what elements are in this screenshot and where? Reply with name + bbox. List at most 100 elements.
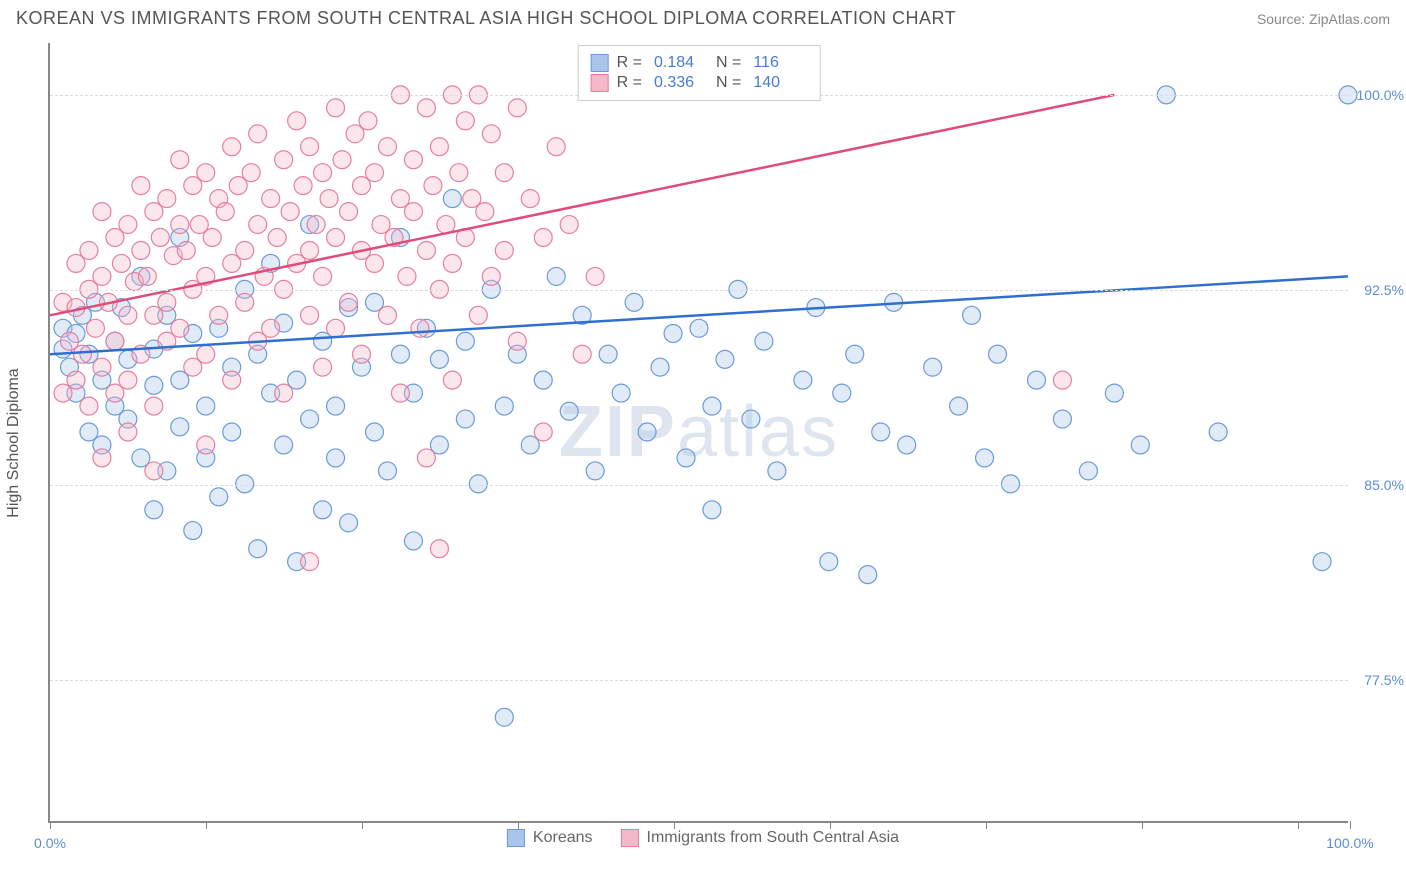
x-tick <box>830 821 831 829</box>
scatter-point <box>443 371 461 389</box>
scatter-point <box>242 164 260 182</box>
scatter-point <box>547 138 565 156</box>
scatter-point <box>404 203 422 221</box>
scatter-point <box>469 306 487 324</box>
scatter-point <box>112 254 130 272</box>
scatter-point <box>366 254 384 272</box>
scatter-point <box>80 397 98 415</box>
scatter-point <box>119 423 137 441</box>
scatter-point <box>755 332 773 350</box>
scatter-point <box>976 449 994 467</box>
scatter-point <box>158 190 176 208</box>
scatter-point <box>411 319 429 337</box>
scatter-point <box>846 345 864 363</box>
legend-swatch-1 <box>591 54 609 72</box>
legend-row-series-2: R = 0.336 N = 140 <box>591 74 808 92</box>
scatter-point <box>443 190 461 208</box>
plot-svg <box>50 43 1348 821</box>
scatter-point <box>404 532 422 550</box>
scatter-point <box>197 164 215 182</box>
scatter-point <box>872 423 890 441</box>
scatter-point <box>495 397 513 415</box>
x-tick <box>206 821 207 829</box>
scatter-point <box>327 397 345 415</box>
scatter-point <box>366 423 384 441</box>
scatter-point <box>236 293 254 311</box>
scatter-point <box>223 423 241 441</box>
scatter-point <box>521 190 539 208</box>
scatter-point <box>294 177 312 195</box>
legend-bottom-swatch-2 <box>621 829 639 847</box>
scatter-point <box>612 384 630 402</box>
scatter-point <box>106 332 124 350</box>
scatter-point <box>508 332 526 350</box>
scatter-point <box>145 397 163 415</box>
scatter-point <box>275 436 293 454</box>
scatter-point <box>450 164 468 182</box>
scatter-point <box>586 462 604 480</box>
scatter-point <box>268 229 286 247</box>
x-tick-label: 100.0% <box>1326 835 1373 851</box>
legend-bottom-swatch-1 <box>507 829 525 847</box>
scatter-point <box>93 203 111 221</box>
scatter-point <box>1053 371 1071 389</box>
scatter-point <box>508 99 526 117</box>
scatter-point <box>417 241 435 259</box>
scatter-point <box>145 462 163 480</box>
scatter-point <box>1131 436 1149 454</box>
scatter-point <box>307 216 325 234</box>
legend-n-value-1: 116 <box>753 54 807 72</box>
y-axis-label: High School Diploma <box>5 368 23 517</box>
scatter-point <box>1002 475 1020 493</box>
scatter-point <box>327 229 345 247</box>
scatter-point <box>301 410 319 428</box>
scatter-point <box>275 384 293 402</box>
gridline <box>50 680 1348 681</box>
legend-swatch-2 <box>591 74 609 92</box>
scatter-point <box>703 397 721 415</box>
scatter-point <box>119 371 137 389</box>
scatter-point <box>378 306 396 324</box>
scatter-point <box>177 241 195 259</box>
y-tick-label: 100.0% <box>1357 87 1404 103</box>
scatter-point <box>210 488 228 506</box>
legend-n-label-1: N = <box>716 54 741 72</box>
scatter-point <box>690 319 708 337</box>
scatter-point <box>288 112 306 130</box>
scatter-point <box>573 345 591 363</box>
scatter-point <box>353 345 371 363</box>
scatter-point <box>794 371 812 389</box>
scatter-point <box>391 345 409 363</box>
y-tick-label: 77.5% <box>1364 672 1404 688</box>
plot-area: ZIPatlas R = 0.184 N = 116 R = 0.336 N =… <box>48 43 1348 823</box>
scatter-point <box>314 358 332 376</box>
scatter-point <box>93 267 111 285</box>
trend-line <box>50 95 1114 315</box>
scatter-point <box>301 138 319 156</box>
scatter-point <box>262 319 280 337</box>
scatter-point <box>197 397 215 415</box>
scatter-point <box>236 475 254 493</box>
legend-bottom-label-1: Koreans <box>533 829 593 847</box>
legend-n-label-2: N = <box>716 74 741 92</box>
legend-r-value-1: 0.184 <box>654 54 708 72</box>
scatter-point <box>1053 410 1071 428</box>
chart-source: Source: ZipAtlas.com <box>1257 11 1390 27</box>
scatter-point <box>430 138 448 156</box>
scatter-point <box>151 229 169 247</box>
scatter-point <box>171 151 189 169</box>
scatter-point <box>534 229 552 247</box>
scatter-point <box>534 371 552 389</box>
scatter-point <box>132 177 150 195</box>
legend-r-label-1: R = <box>617 54 642 72</box>
scatter-point <box>314 164 332 182</box>
scatter-point <box>158 293 176 311</box>
scatter-point <box>1027 371 1045 389</box>
scatter-point <box>333 151 351 169</box>
y-tick-label: 85.0% <box>1364 477 1404 493</box>
scatter-point <box>469 475 487 493</box>
chart-header: KOREAN VS IMMIGRANTS FROM SOUTH CENTRAL … <box>0 0 1406 33</box>
scatter-point <box>145 501 163 519</box>
gridline <box>50 485 1348 486</box>
scatter-point <box>378 138 396 156</box>
